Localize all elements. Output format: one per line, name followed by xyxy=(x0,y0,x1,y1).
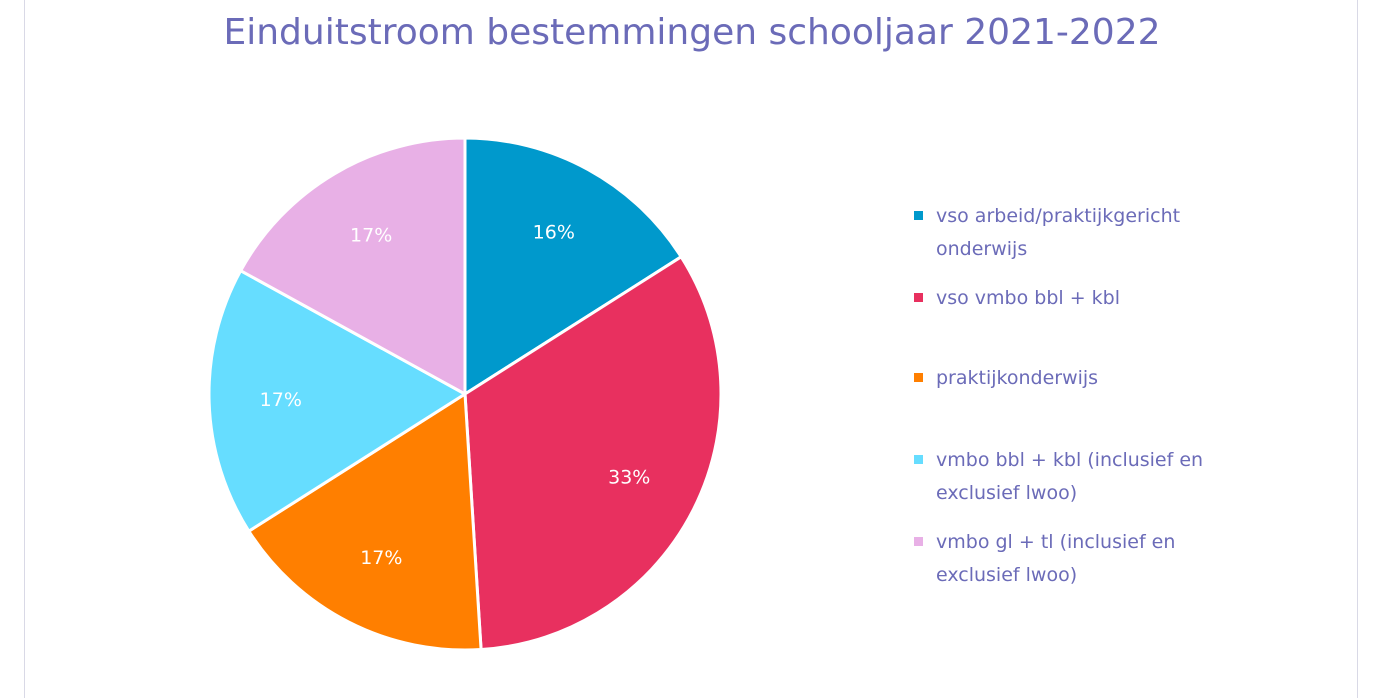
pie-slice xyxy=(463,255,723,651)
legend-item: vso arbeid/praktijkgericht onderwijs xyxy=(914,200,1244,266)
pie-slice xyxy=(463,136,683,396)
slice-data-label: 17% xyxy=(260,389,302,411)
legend-label: vso arbeid/praktijkgericht onderwijs xyxy=(936,205,1181,260)
slice-data-label: 33% xyxy=(608,467,650,489)
slice-data-label: 17% xyxy=(350,224,392,246)
legend-item: vmbo gl + tl (inclusief en exclusief lwo… xyxy=(914,526,1244,592)
legend-swatch xyxy=(914,211,923,220)
pie-chart: 16% 33% 17% 17% 17% xyxy=(207,136,723,652)
legend-label: vso vmbo bbl + kbl xyxy=(936,287,1121,309)
legend-item: vmbo bbl + kbl (inclusief en exclusief l… xyxy=(914,444,1244,510)
slice-data-label: 16% xyxy=(533,221,575,243)
legend-label: praktijkonderwijs xyxy=(936,367,1099,389)
legend-swatch xyxy=(914,373,923,382)
pie-slice xyxy=(247,392,483,652)
legend-item: vso vmbo bbl + kbl xyxy=(914,282,1244,315)
legend-item: praktijkonderwijs xyxy=(914,362,1244,395)
slice-data-label: 17% xyxy=(360,547,402,569)
legend-swatch xyxy=(914,537,923,546)
legend-label: vmbo gl + tl (inclusief en exclusief lwo… xyxy=(936,531,1176,586)
legend-swatch xyxy=(914,455,923,464)
legend-swatch xyxy=(914,293,923,302)
pie-slice xyxy=(239,136,467,396)
chart-title: Einduitstroom bestemmingen schooljaar 20… xyxy=(223,12,1161,53)
pie-slice xyxy=(207,269,467,533)
chart-frame xyxy=(24,0,1358,698)
legend-label: vmbo bbl + kbl (inclusief en exclusief l… xyxy=(936,449,1204,504)
